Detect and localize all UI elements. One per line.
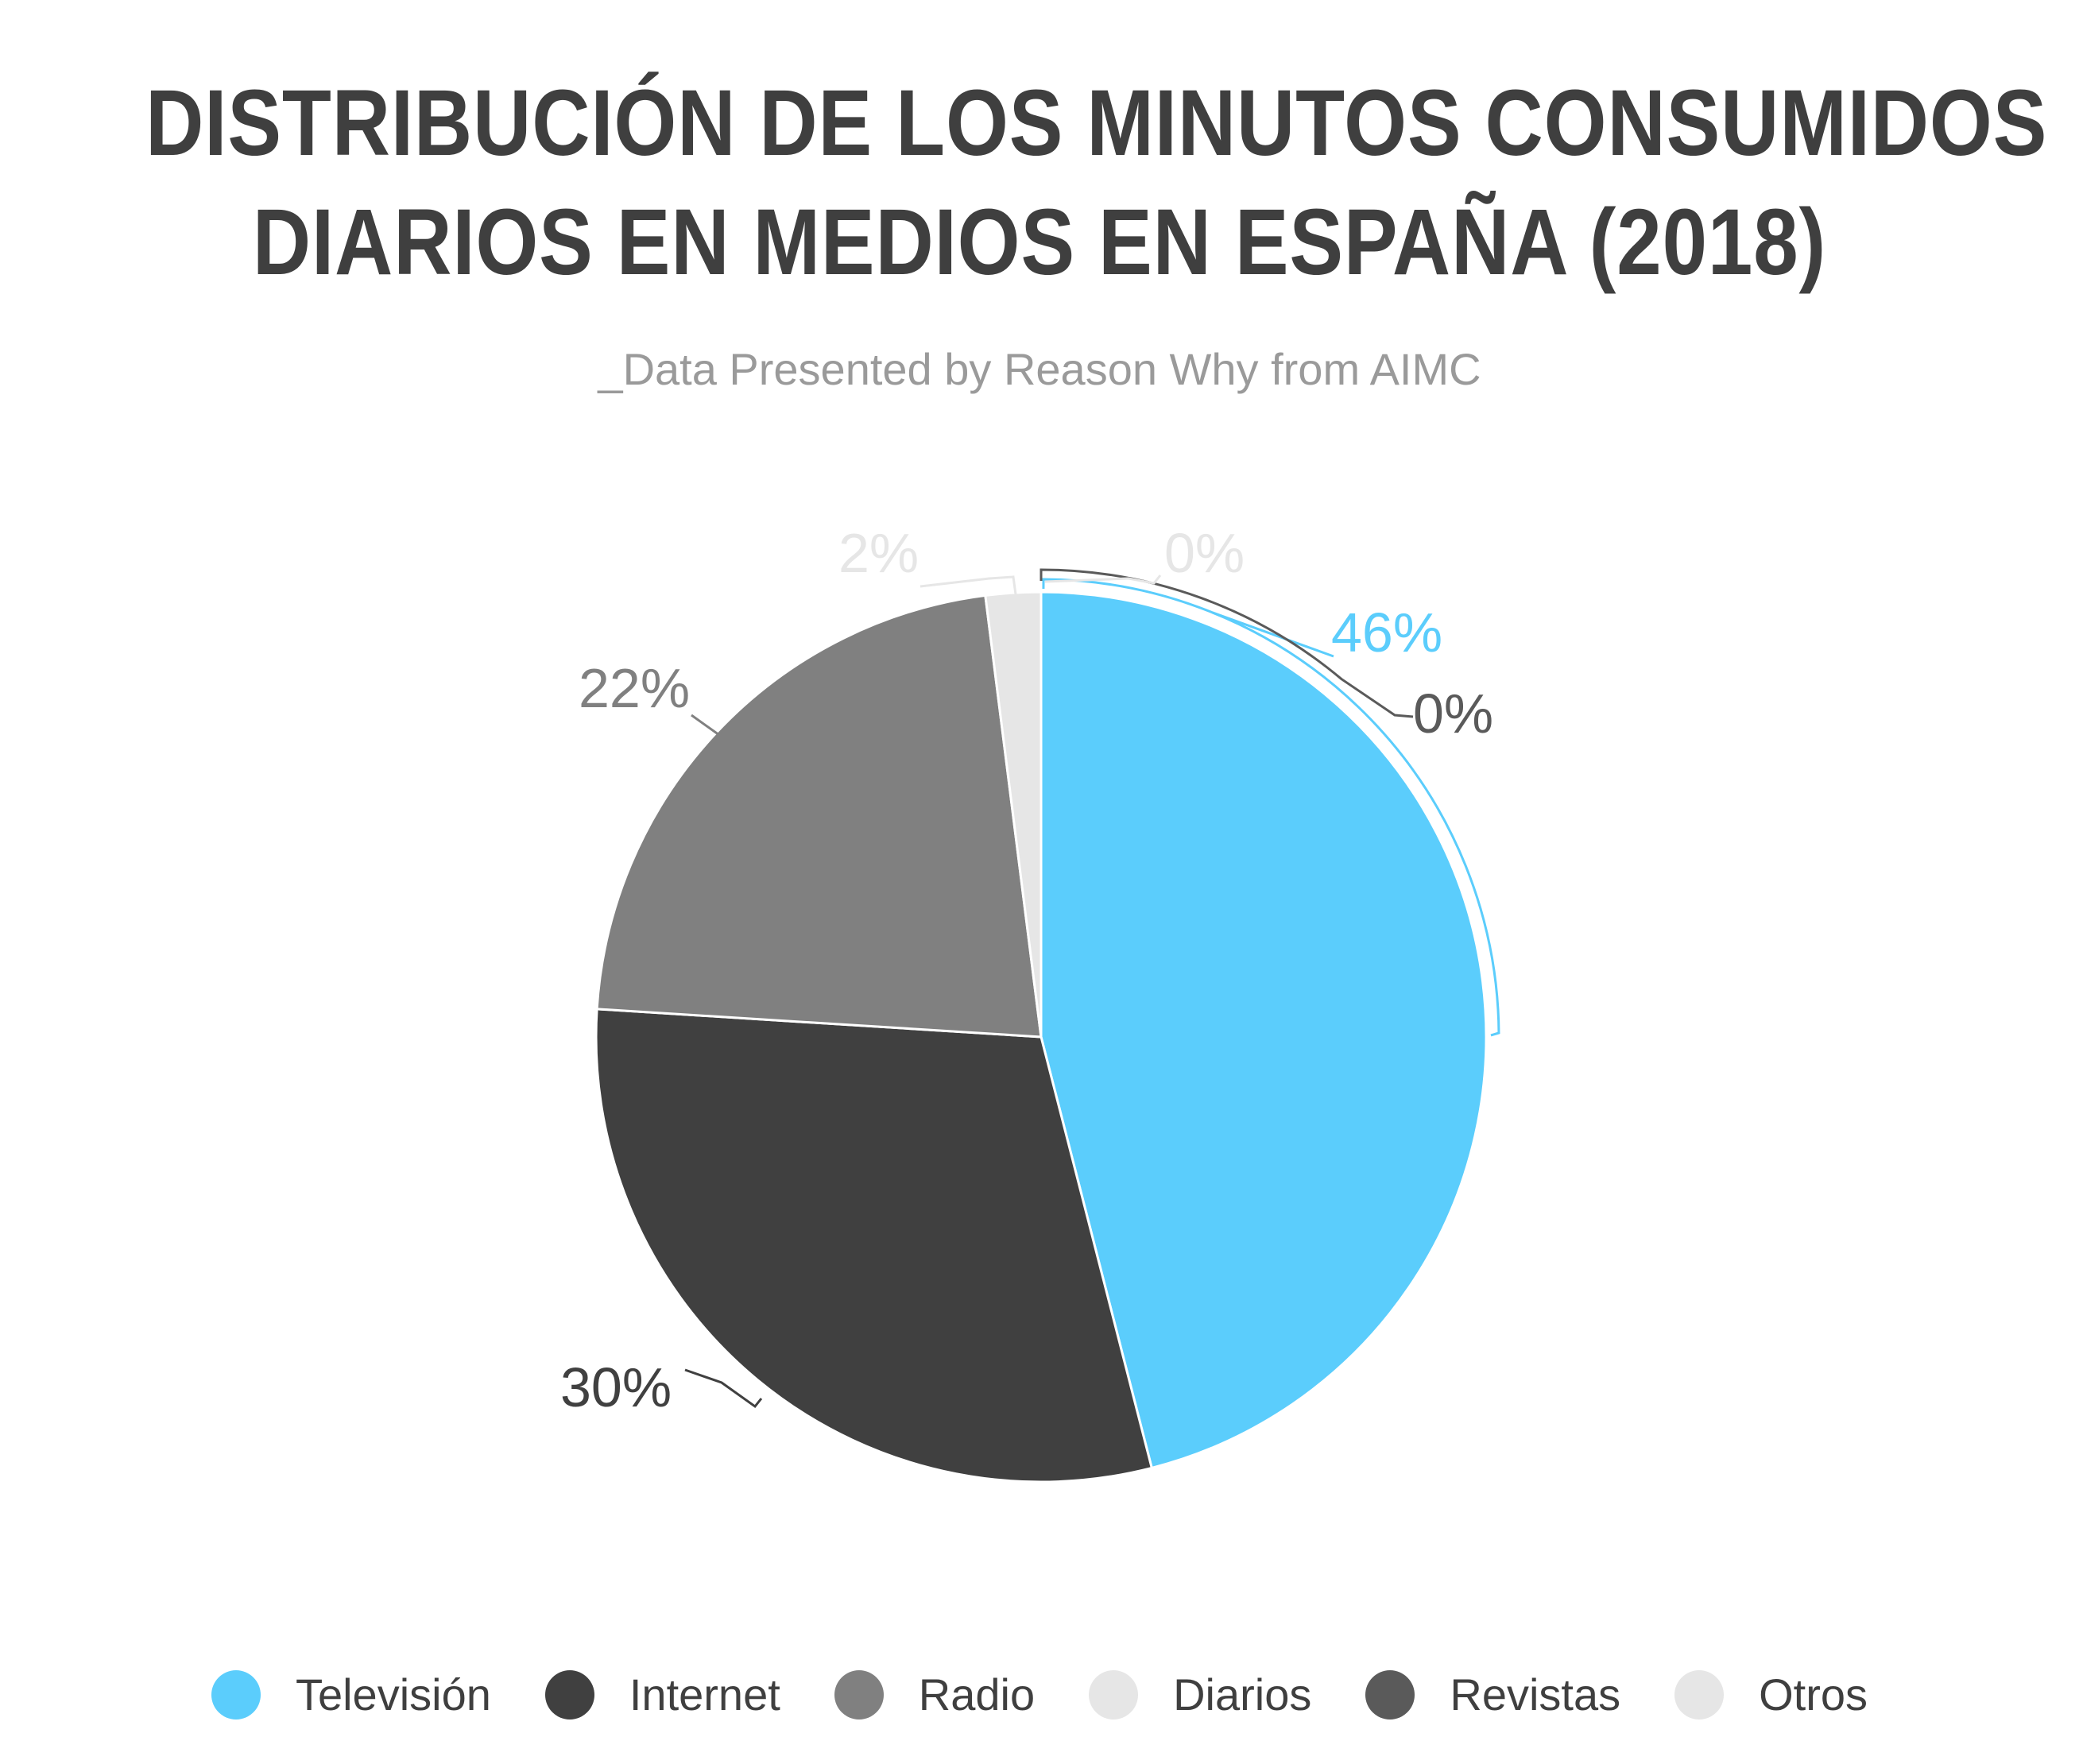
callout-line-internet [684, 1368, 763, 1409]
legend-item-diarios: Diarios [1089, 1669, 1311, 1720]
callout-line-diarios [919, 575, 1017, 595]
legend-label-diarios: Diarios [1173, 1669, 1312, 1720]
callout-line-television [1042, 578, 1500, 1037]
legend-item-television: Televisión [211, 1669, 491, 1720]
callout-line-revistas [1040, 568, 1414, 718]
legend-label-internet: Internet [629, 1669, 780, 1720]
legend-swatch-otros [1674, 1669, 1725, 1720]
data-label-internet: 30% [560, 1356, 672, 1418]
pie-slice-internet [594, 1008, 1154, 1484]
legend-item-radio: Radio [834, 1669, 1035, 1720]
data-label-diarios: 2% [838, 522, 919, 584]
data-label-otros: 0% [1164, 522, 1245, 584]
data-label-revistas: 0% [1413, 683, 1493, 745]
legend-label-otros: Otros [1759, 1669, 1868, 1720]
pie-slices [594, 590, 1488, 1484]
pie-callouts [684, 568, 1500, 1409]
legend-item-revistas: Revistas [1365, 1669, 1620, 1720]
pie-slice-television [1040, 590, 1488, 1470]
pie-chart: 46% 30% 22% 2% 0% 0% [560, 522, 1500, 1484]
callout-line-otros [1044, 574, 1162, 585]
legend-swatch-internet [544, 1669, 594, 1720]
chart-title-line-1: DISTRIBUCIÓN DE LOS MINUTOS CONSUMIDOS [145, 71, 2048, 176]
chart-title: DISTRIBUCIÓN DE LOS MINUTOS CONSUMIDOS D… [145, 64, 2048, 302]
pie-labels: 46% 30% 22% 2% 0% 0% [560, 522, 1493, 1418]
legend-item-otros: Otros [1674, 1669, 1868, 1720]
legend-item-internet: Internet [544, 1669, 780, 1720]
chart-legend: Televisión Internet Radio Diarios Revistas Ot… [0, 1669, 2079, 1720]
data-label-radio: 22% [579, 657, 690, 719]
pie-slice-diarios [984, 590, 1043, 1038]
legend-label-radio: Radio [918, 1669, 1036, 1720]
chart-title-line-2: DIARIOS EN MEDIOS EN ESPAÑA (2018) [252, 190, 1827, 295]
callout-line-radio [691, 714, 720, 737]
legend-swatch-diarios [1089, 1669, 1139, 1720]
data-label-television: 46% [1331, 602, 1442, 663]
legend-swatch-revistas [1365, 1669, 1415, 1720]
legend-swatch-television [211, 1669, 261, 1720]
callout-leader-television [1212, 611, 1334, 658]
legend-label-revistas: Revistas [1450, 1669, 1621, 1720]
legend-label-television: Televisión [295, 1669, 491, 1720]
chart-subtitle: _Data Presented by Reason Why from AIMC [598, 344, 1481, 394]
legend-swatch-radio [834, 1669, 884, 1720]
